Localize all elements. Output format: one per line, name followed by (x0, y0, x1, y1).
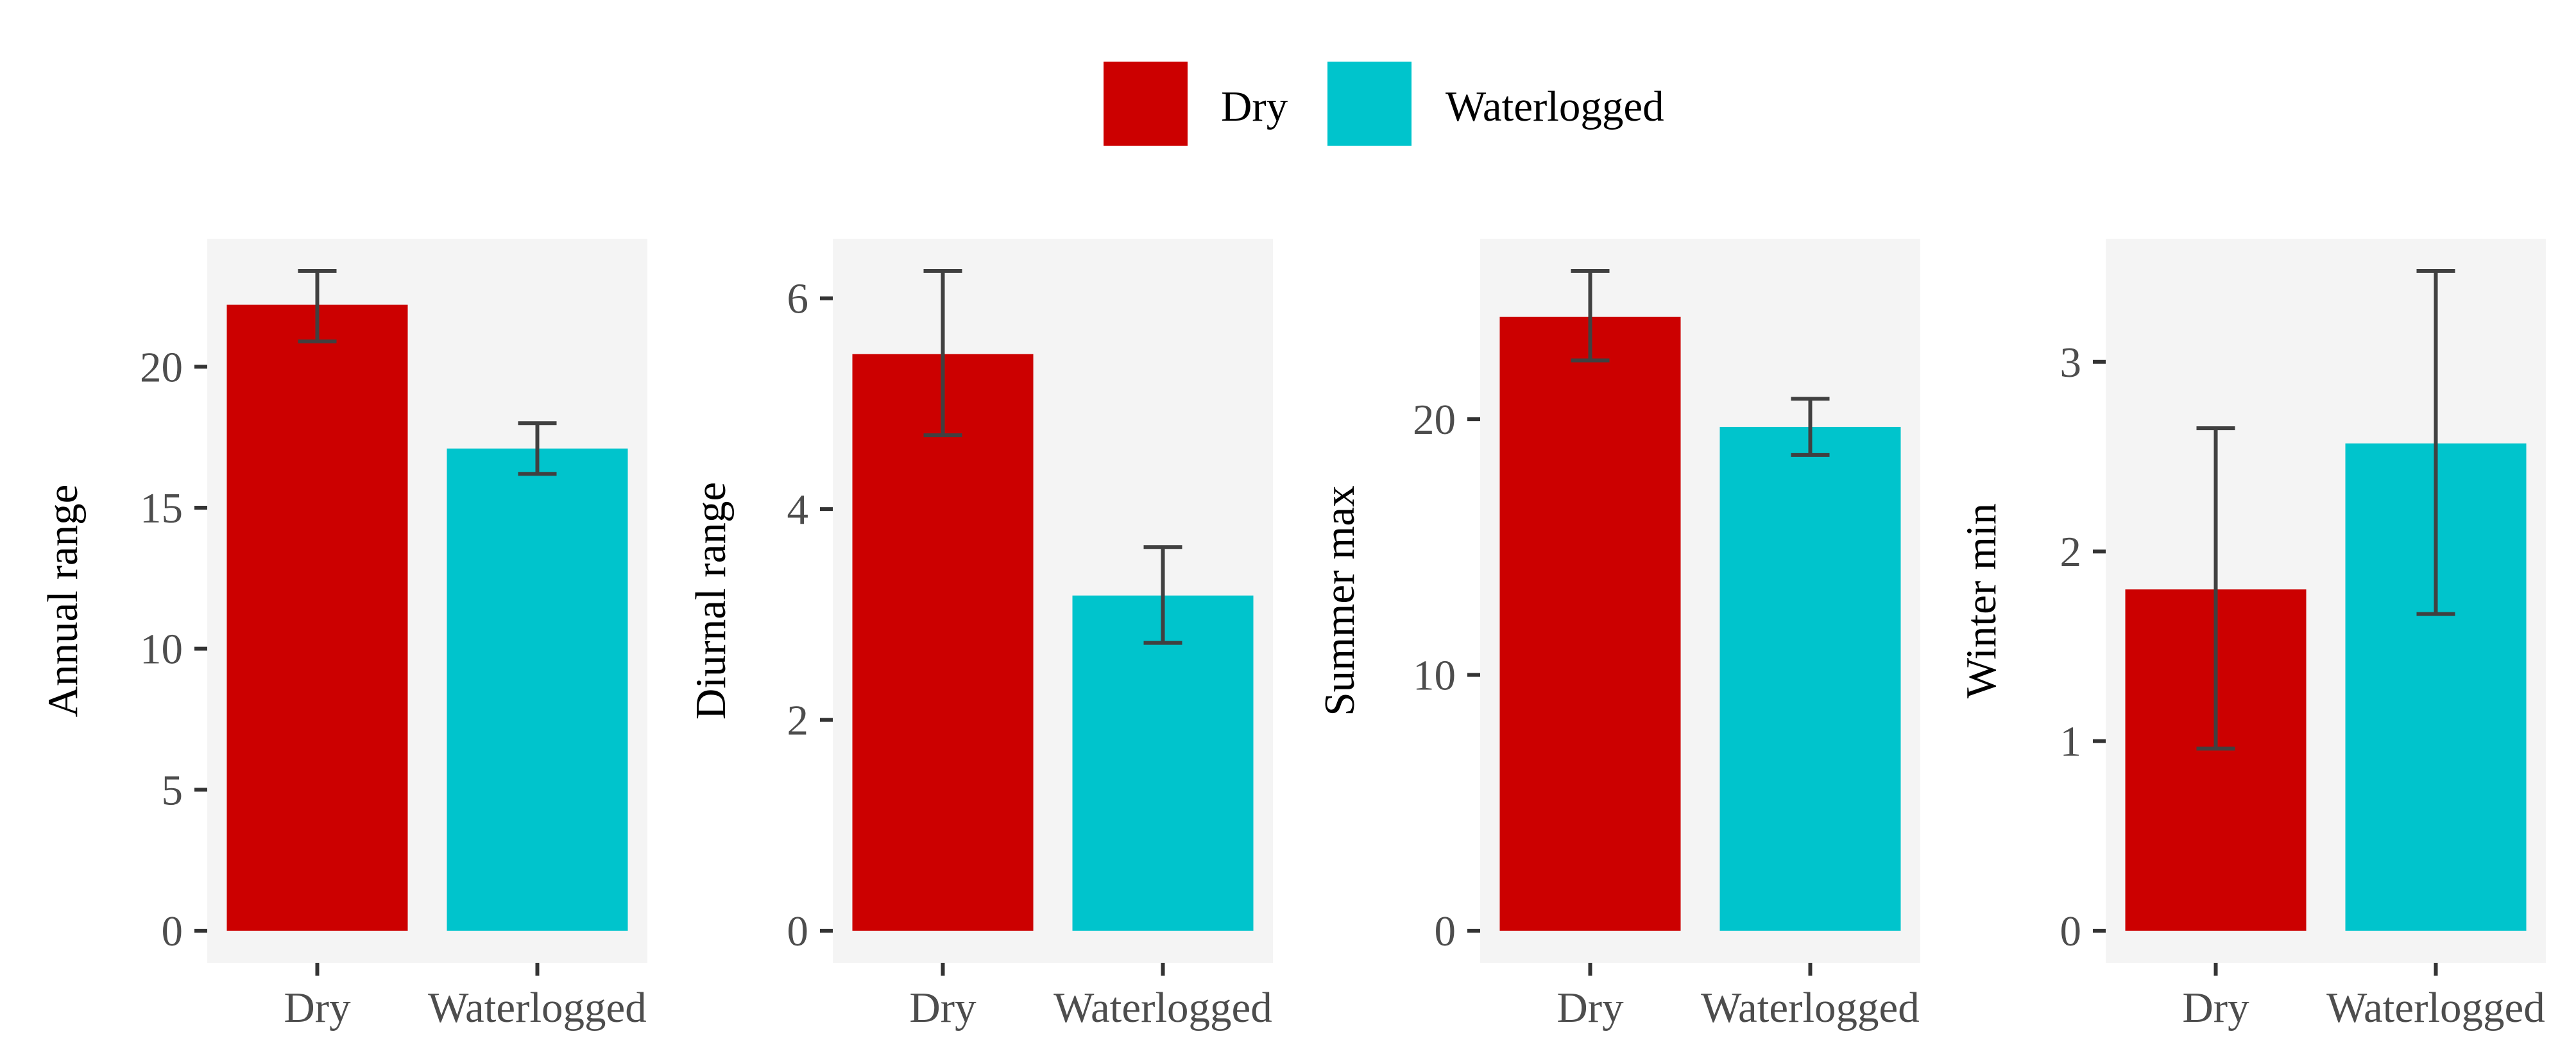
panel-winter-min: Dry Waterlogged 0 1 2 3 Winter min (1958, 239, 2546, 1031)
y-axis-title: Winter min (1958, 503, 2005, 698)
error-bar-dry (298, 269, 337, 343)
panel-annual-range: Dry Waterlogged 0 5 10 15 20 Annual range (39, 239, 647, 1031)
y-tick-label: 3 (2060, 339, 2082, 386)
error-bar-waterlogged (1791, 397, 1830, 457)
x-tick-label-dry: Dry (1557, 984, 1624, 1031)
x-tick-label-waterlogged: Waterlogged (2326, 984, 2545, 1031)
x-tick-label-waterlogged: Waterlogged (1701, 984, 1920, 1031)
panel-summer-max: Dry Waterlogged 0 10 20 Summer max (1316, 239, 1920, 1031)
x-tick-label-waterlogged: Waterlogged (428, 984, 647, 1031)
bar-dry (1499, 316, 1681, 931)
error-bar-waterlogged (1143, 545, 1182, 645)
bar-dry (226, 304, 408, 931)
y-tick-label: 1 (2060, 718, 2082, 766)
bar-waterlogged (447, 448, 628, 931)
y-tick-label: 2 (787, 697, 809, 745)
y-tick-label: 0 (1435, 908, 1456, 955)
y-tick-label: 5 (162, 766, 183, 814)
x-tick-label-dry: Dry (284, 984, 351, 1031)
legend-key-dry (1104, 62, 1188, 146)
legend-label-waterlogged: Waterlogged (1446, 83, 1664, 130)
error-bar-dry (1571, 269, 1610, 363)
y-axis-title: Diurnal range (687, 482, 735, 720)
y-tick-label: 15 (140, 485, 183, 532)
error-bar-dry (923, 269, 962, 438)
y-tick-label: 0 (162, 908, 183, 955)
y-tick-label: 20 (1413, 396, 1456, 444)
y-tick-label: 10 (140, 626, 183, 673)
bar-dry (852, 354, 1034, 931)
bar-waterlogged (1719, 427, 1901, 931)
y-tick-label: 0 (787, 908, 809, 955)
legend-label-dry: Dry (1221, 83, 1288, 130)
y-axis-title: Summer max (1316, 485, 1363, 716)
x-tick-label-waterlogged: Waterlogged (1053, 984, 1272, 1031)
error-bar-waterlogged (518, 421, 557, 476)
y-axis-title: Annual range (39, 485, 87, 718)
x-tick-label-dry: Dry (2182, 984, 2249, 1031)
legend: Dry Waterlogged (1104, 62, 1664, 146)
bar-waterlogged (1072, 595, 1254, 931)
x-tick-label-dry: Dry (909, 984, 977, 1031)
y-tick-label: 2 (2060, 528, 2082, 576)
y-tick-label: 6 (787, 275, 809, 323)
y-tick-label: 10 (1413, 652, 1456, 700)
panel-diurnal-range: Dry Waterlogged 0 2 4 6 Diurnal range (687, 239, 1273, 1031)
legend-key-waterlogged (1327, 62, 1412, 146)
error-bar-waterlogged (2416, 269, 2455, 616)
y-tick-label: 0 (2060, 908, 2082, 955)
y-tick-label: 4 (787, 486, 809, 533)
y-tick-label: 20 (140, 343, 183, 391)
error-bar-dry (2196, 426, 2235, 751)
